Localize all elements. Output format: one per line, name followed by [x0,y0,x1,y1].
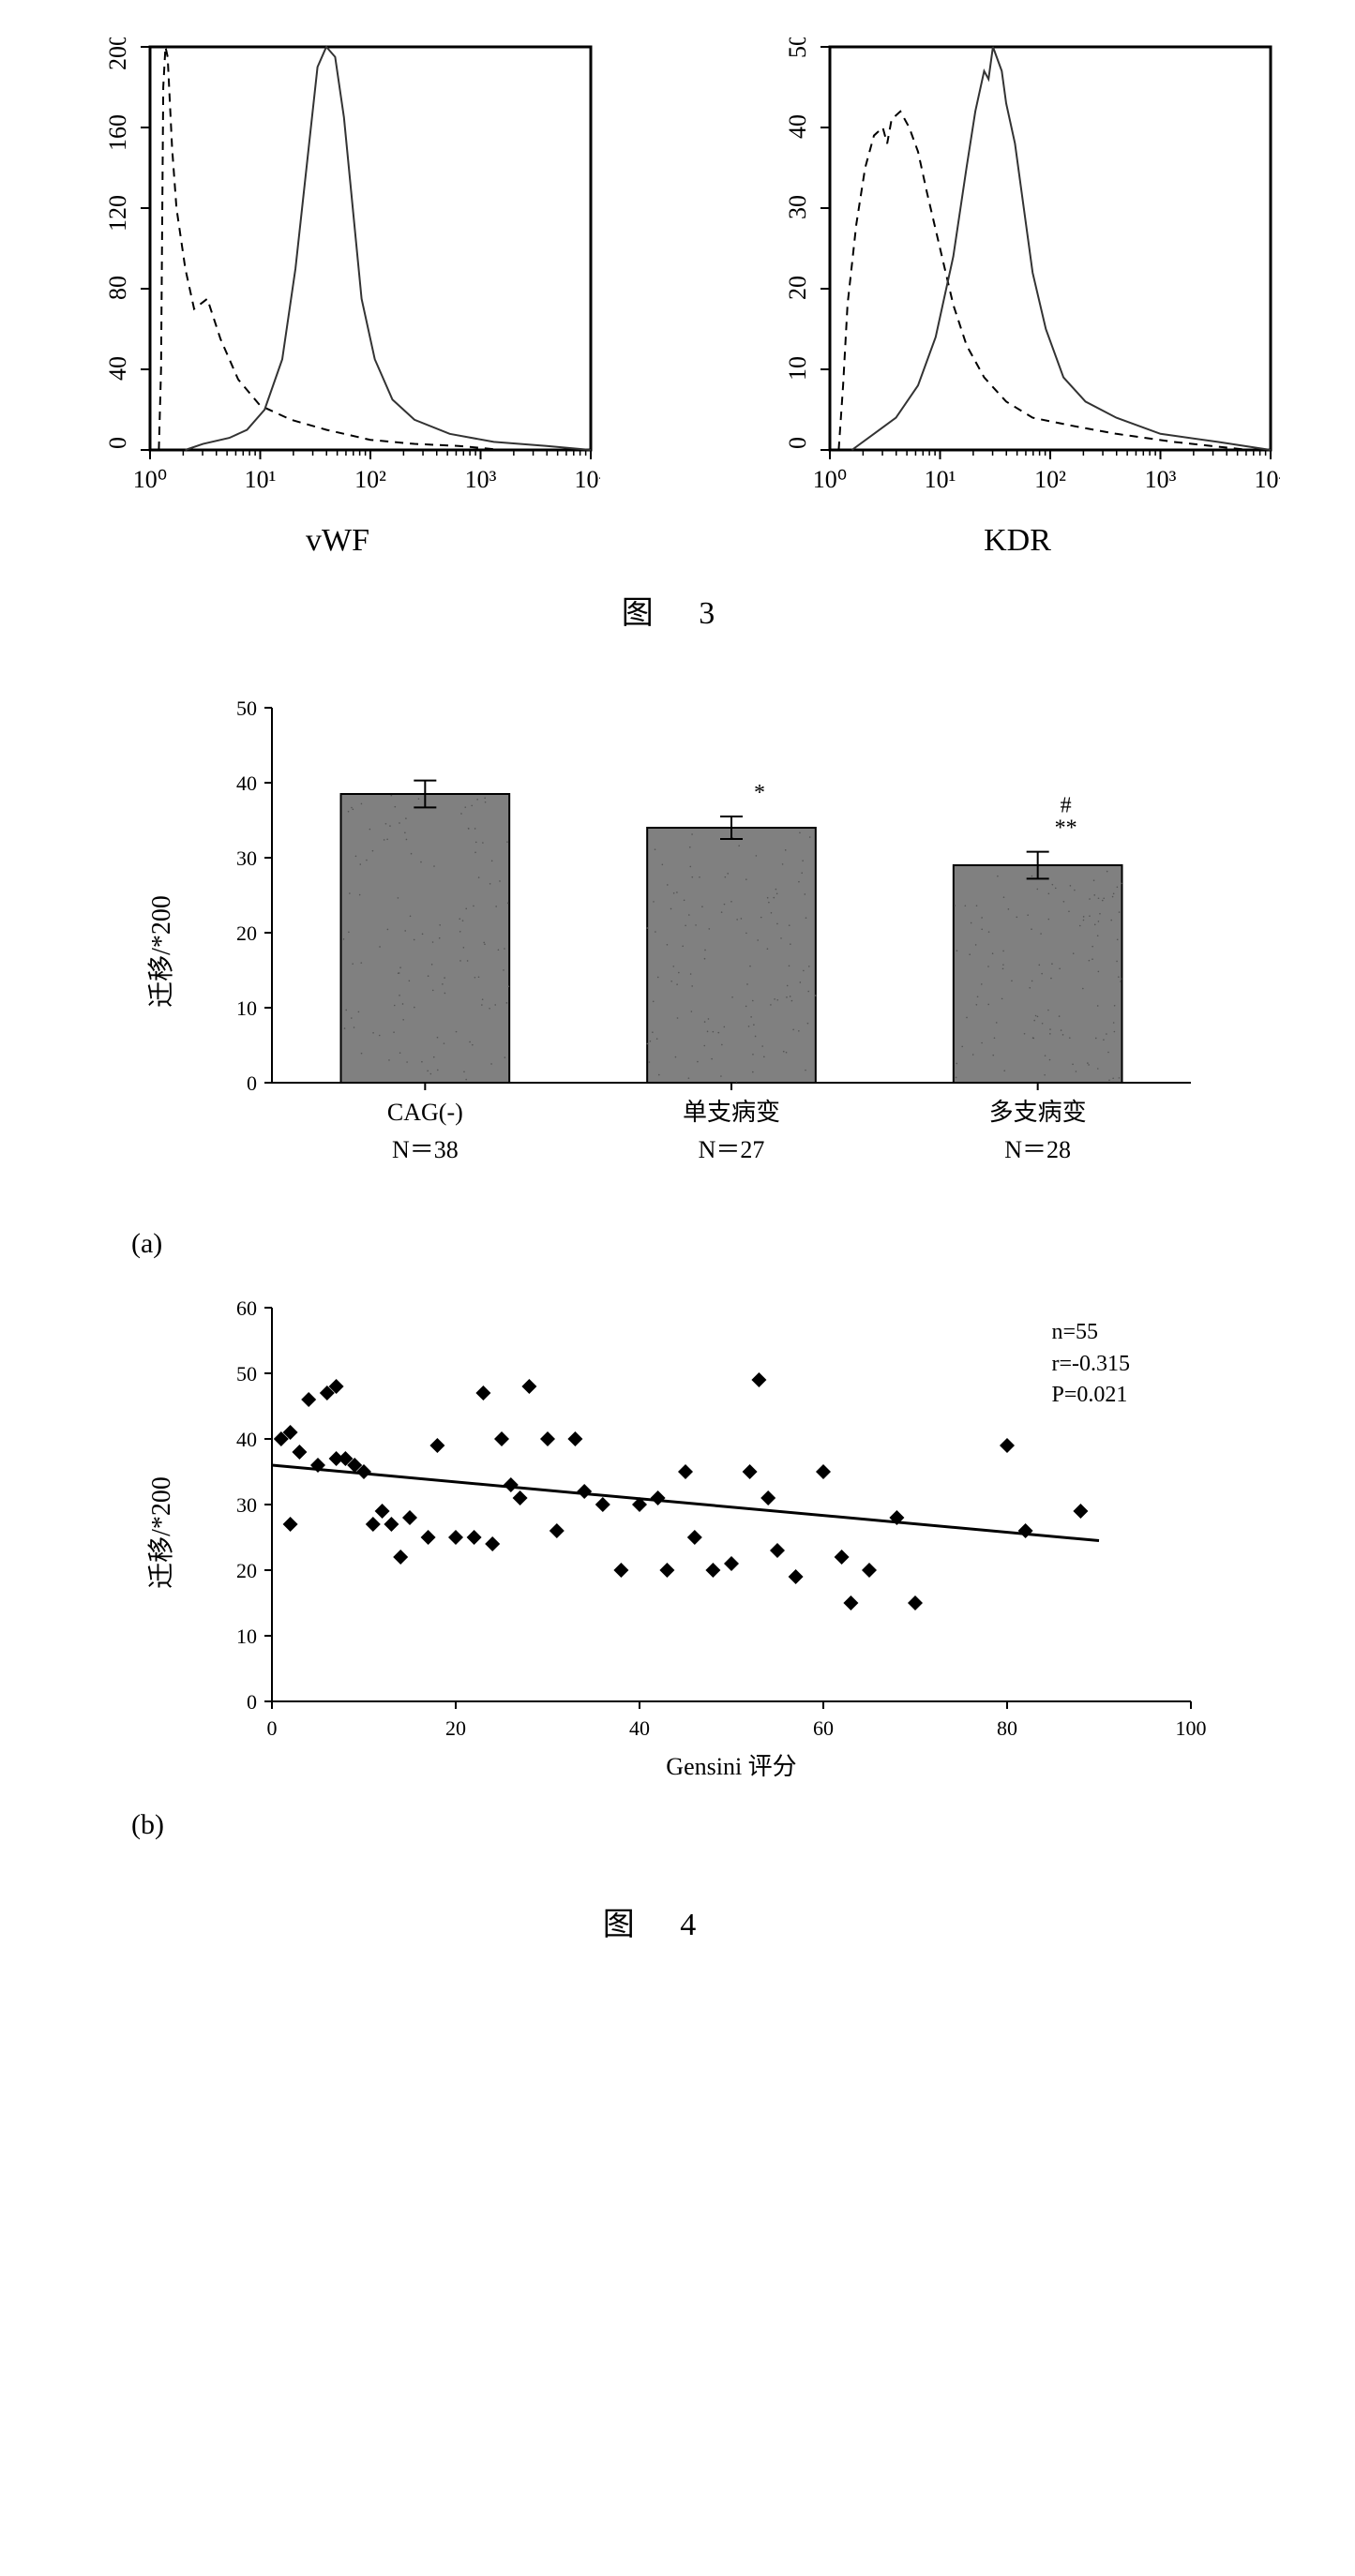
svg-text:10⁴: 10⁴ [1254,466,1280,493]
svg-text:10¹: 10¹ [925,466,956,493]
figure-3: 0 40 80 120 160 200 10⁰ 10¹ 10² 10³ 10⁴ vWF 0 10 20 3… [56,37,1299,633]
panel-a-container: 迁移/*200 0 10 20 30 40 50 CAG(-) N＝38 * 单支病变 N＝27 **… [131,689,1186,1270]
flow-svg-vwf: 0 40 80 120 160 200 10⁰ 10¹ 10² 10³ 10⁴ [75,37,600,516]
svg-text:多支病变: 多支病变 [989,1099,1087,1126]
svg-text:0: 0 [104,437,131,449]
svg-text:10: 10 [784,356,811,381]
svg-text:单支病变: 单支病变 [683,1099,780,1126]
svg-text:10⁰: 10⁰ [133,466,167,493]
svg-text:50: 50 [784,37,811,58]
svg-text:Gensini 评分: Gensini 评分 [666,1753,796,1780]
svg-text:30: 30 [784,195,811,219]
svg-text:80: 80 [104,276,131,300]
svg-text:60: 60 [813,1716,834,1740]
svg-text:N＝38: N＝38 [392,1136,459,1163]
svg-text:20: 20 [445,1716,466,1740]
panel-a-letter: (a) [131,1228,1186,1260]
stat-r: r=-0.315 [1051,1349,1130,1381]
flow-panel-vwf: 0 40 80 120 160 200 10⁰ 10¹ 10² 10³ 10⁴ vWF [75,37,600,559]
svg-text:#: # [1061,794,1072,818]
svg-text:N＝27: N＝27 [699,1136,765,1163]
flow-svg-kdr: 0 10 20 30 40 50 10⁰ 10¹ 10² 10³ 10⁴ [755,37,1280,516]
stat-n: n=55 [1051,1317,1130,1349]
svg-text:0: 0 [247,1071,257,1095]
svg-text:40: 40 [784,114,811,139]
stat-p: P=0.021 [1051,1380,1130,1412]
xlabel-kdr: KDR [755,523,1280,559]
svg-text:160: 160 [104,114,131,151]
svg-text:40: 40 [104,356,131,381]
svg-text:120: 120 [104,195,131,232]
svg-text:N＝28: N＝28 [1004,1136,1071,1163]
svg-text:20: 20 [236,921,257,945]
svg-text:200: 200 [104,37,131,70]
svg-text:20: 20 [236,1559,257,1582]
panel-b-container: 迁移/*200 0102030405060020406080100Gensini… [131,1289,1186,1870]
flow-panel-kdr: 0 10 20 30 40 50 10⁰ 10¹ 10² 10³ 10⁴ KDR [755,37,1280,559]
svg-text:40: 40 [629,1716,650,1740]
svg-text:30: 30 [236,1493,257,1517]
svg-text:10: 10 [236,1625,257,1648]
svg-text:10³: 10³ [1145,466,1177,493]
svg-text:10: 10 [236,996,257,1020]
panel-b-letter: (b) [131,1809,1186,1841]
stats-box: n=55 r=-0.315 P=0.021 [1051,1317,1130,1412]
svg-text:0: 0 [247,1690,257,1714]
svg-text:50: 50 [236,696,257,720]
svg-text:80: 80 [997,1716,1017,1740]
svg-text:**: ** [1055,816,1077,841]
svg-text:50: 50 [236,1362,257,1385]
bar-chart-svg: 0 10 20 30 40 50 CAG(-) N＝38 * 单支病变 N＝27 **# 多支病变 N＝2… [197,689,1228,1214]
fig3-caption: 图 3 [56,587,1299,633]
panel-a-ylabel: 迁移/*200 [141,895,178,1008]
svg-text:0: 0 [267,1716,278,1740]
fig4-caption: 图 4 [131,1898,1186,1944]
svg-text:10¹: 10¹ [245,466,277,493]
svg-text:20: 20 [784,276,811,300]
svg-text:0: 0 [784,437,811,449]
svg-text:CAG(-): CAG(-) [387,1099,463,1126]
svg-text:40: 40 [236,771,257,795]
svg-text:10⁴: 10⁴ [574,466,600,493]
svg-text:10²: 10² [354,466,386,493]
svg-text:40: 40 [236,1428,257,1451]
svg-text:*: * [754,781,765,805]
svg-text:10²: 10² [1034,466,1066,493]
xlabel-vwf: vWF [75,523,600,559]
svg-text:10⁰: 10⁰ [813,466,847,493]
svg-text:100: 100 [1176,1716,1207,1740]
figure-4: 迁移/*200 0 10 20 30 40 50 CAG(-) N＝38 * 单支病变 N＝27 **… [56,689,1299,1944]
flow-cytometry-row: 0 40 80 120 160 200 10⁰ 10¹ 10² 10³ 10⁴ vWF 0 10 20 3… [56,37,1299,559]
svg-text:60: 60 [236,1296,257,1320]
panel-b-ylabel: 迁移/*200 [141,1476,178,1589]
svg-text:10³: 10³ [465,466,497,493]
svg-text:30: 30 [236,846,257,870]
